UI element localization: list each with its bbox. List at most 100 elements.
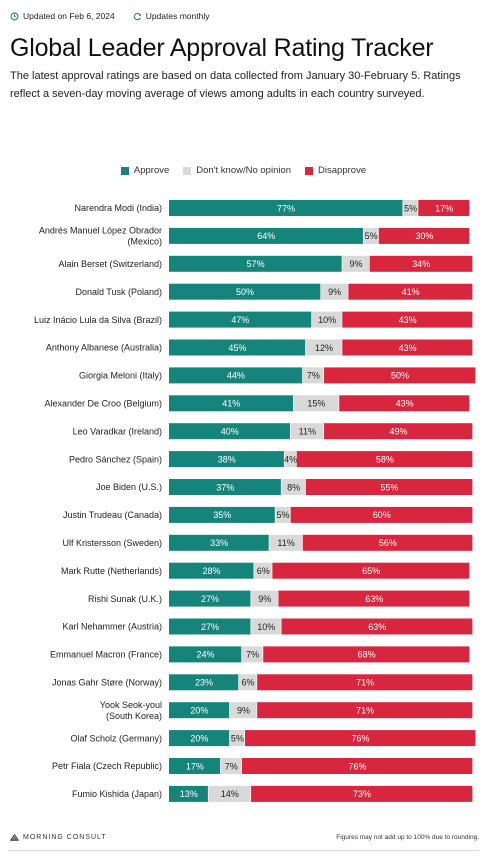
- bar-approve: [169, 702, 230, 719]
- bar-unsure: [281, 479, 306, 495]
- legend-disapprove: Disapprove: [305, 165, 366, 176]
- bar-approve: [169, 339, 306, 356]
- data-label: 4%: [284, 454, 297, 464]
- category-label: Giorgia Meloni (Italy): [79, 371, 162, 381]
- category-label: Fumio Kishida (Japan): [72, 789, 162, 799]
- category-label-line: Emmanuel Macron (France): [50, 650, 162, 660]
- data-label: 10%: [318, 315, 336, 325]
- bar-approve: [169, 255, 342, 272]
- bar-approve: [169, 785, 208, 802]
- bar-disapprove: [263, 646, 470, 663]
- data-label: 9%: [349, 259, 362, 269]
- data-label: 65%: [362, 566, 380, 576]
- data-label: 9%: [258, 594, 271, 604]
- legend-label-unsure: Don't know/No opinion: [196, 165, 292, 176]
- bar-unsure: [251, 590, 278, 607]
- bar-unsure: [220, 758, 242, 774]
- data-label: 7%: [246, 650, 259, 660]
- bar-disapprove: [296, 451, 473, 468]
- category-label-line: Narendra Modi (India): [74, 203, 162, 213]
- data-label: 34%: [412, 259, 430, 269]
- data-label: 7%: [225, 761, 238, 771]
- bar-unsure: [229, 730, 245, 747]
- data-label: 15%: [307, 399, 325, 409]
- data-label: 55%: [380, 482, 398, 492]
- history-icon: [10, 12, 19, 20]
- data-label: 73%: [353, 789, 371, 799]
- data-label: 27%: [201, 594, 219, 604]
- top-info-bar: Updated on Feb 6, 2024 Updates monthly: [10, 9, 209, 23]
- bar-disapprove: [342, 311, 473, 328]
- category-label: Pedro Sánchez (Spain): [69, 454, 162, 464]
- bar-approve: [169, 562, 254, 579]
- bar-unsure: [305, 339, 342, 356]
- data-label: 47%: [231, 315, 249, 325]
- data-label: 24%: [196, 650, 214, 660]
- category-label-line: Joe Biden (U.S.): [96, 482, 162, 492]
- updated-date: Updated on Feb 6, 2024: [23, 11, 115, 21]
- category-label-line: Leo Varadkar (Ireland): [73, 426, 162, 436]
- data-label: 43%: [396, 399, 414, 409]
- bar-approve: [169, 534, 269, 551]
- data-label: 50%: [236, 287, 254, 297]
- bar-disapprove: [339, 395, 470, 412]
- bar-approve: [169, 646, 242, 663]
- category-label-line: Alain Berset (Switzerland): [58, 259, 162, 269]
- category-label: Justin Trudeau (Canada): [63, 510, 162, 520]
- bar-unsure: [229, 702, 257, 719]
- category-label-line: (South Korea): [106, 711, 162, 721]
- bar-disapprove: [290, 506, 473, 523]
- data-label: 76%: [348, 761, 366, 771]
- data-label: 28%: [203, 566, 221, 576]
- bar-unsure: [321, 283, 348, 300]
- data-label: 12%: [315, 343, 333, 353]
- data-label: 41%: [402, 287, 420, 297]
- legend-label-approve: Approve: [133, 165, 170, 176]
- data-label: 63%: [368, 622, 386, 632]
- data-label: 17%: [435, 203, 453, 213]
- data-label: 5%: [365, 231, 378, 241]
- data-label: 23%: [195, 678, 213, 688]
- bar-disapprove: [305, 479, 473, 495]
- category-label: Narendra Modi (India): [74, 203, 162, 213]
- bar-approve: [169, 674, 239, 691]
- bar-disapprove: [324, 367, 476, 384]
- bar-disapprove: [342, 339, 473, 356]
- bar-disapprove: [278, 590, 470, 607]
- data-label: 5%: [404, 203, 417, 213]
- data-label: 56%: [379, 538, 397, 548]
- category-label: Alexander De Croo (Belgium): [44, 399, 162, 409]
- bar-disapprove: [272, 562, 470, 579]
- refresh-icon: [133, 12, 141, 20]
- data-label: 33%: [210, 538, 228, 548]
- bar-approve: [169, 730, 230, 747]
- data-label: 14%: [221, 789, 239, 799]
- data-label: 9%: [328, 287, 341, 297]
- data-label: 11%: [299, 427, 316, 437]
- bar-approve: [169, 758, 221, 774]
- data-label: 37%: [216, 482, 234, 492]
- legend-swatch-unsure: [183, 166, 192, 175]
- data-label: 20%: [190, 706, 208, 716]
- category-label: Leo Varadkar (Ireland): [73, 426, 162, 436]
- bar-disapprove: [378, 227, 470, 244]
- footer-divider: [8, 850, 479, 851]
- category-label-line: Olaf Scholz (Germany): [70, 733, 162, 743]
- category-label: Andrés Manuel López Obrador (Mexico): [39, 226, 162, 247]
- data-label: 43%: [399, 315, 417, 325]
- approval-bar-chart: Narendra Modi (India) 77% 5% 17% Andrés Manu…: [34, 200, 476, 802]
- data-label: 8%: [287, 482, 300, 492]
- data-label: 71%: [356, 706, 374, 716]
- data-label: 44%: [227, 371, 245, 381]
- data-label: 63%: [365, 594, 383, 604]
- category-label-line: Ulf Kristersson (Sweden): [62, 538, 162, 548]
- footer-note: Figures may not add up to 100% due to ro…: [336, 834, 479, 841]
- bar-approve: [169, 506, 275, 523]
- brand-name: MORNING CONSULT: [23, 834, 107, 841]
- page-subtitle: The latest approval ratings are based on…: [10, 70, 461, 100]
- data-label: 5%: [231, 733, 244, 743]
- category-label-line: Rishi Sunak (U.K.): [88, 594, 162, 604]
- data-label: 77%: [277, 203, 295, 213]
- bar-unsure: [284, 451, 297, 468]
- data-label: 64%: [257, 231, 275, 241]
